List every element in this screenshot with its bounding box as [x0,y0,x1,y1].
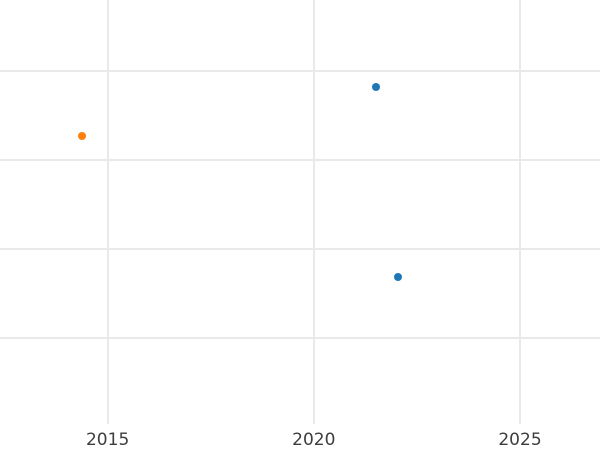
data-point-orange-series [77,132,86,141]
vertical-gridline [106,0,109,424]
x-tick-label: 2020 [292,430,336,450]
horizontal-gridline [0,159,600,162]
data-point-blue-series [372,83,381,92]
horizontal-gridline [0,336,600,339]
x-tick-label: 2025 [498,430,542,450]
x-tick-label: 2015 [85,430,130,450]
horizontal-gridline [0,70,600,73]
data-point-blue-series [394,272,403,281]
vertical-gridline [312,0,315,424]
vertical-gridline [519,0,521,424]
horizontal-gridline [0,248,600,250]
